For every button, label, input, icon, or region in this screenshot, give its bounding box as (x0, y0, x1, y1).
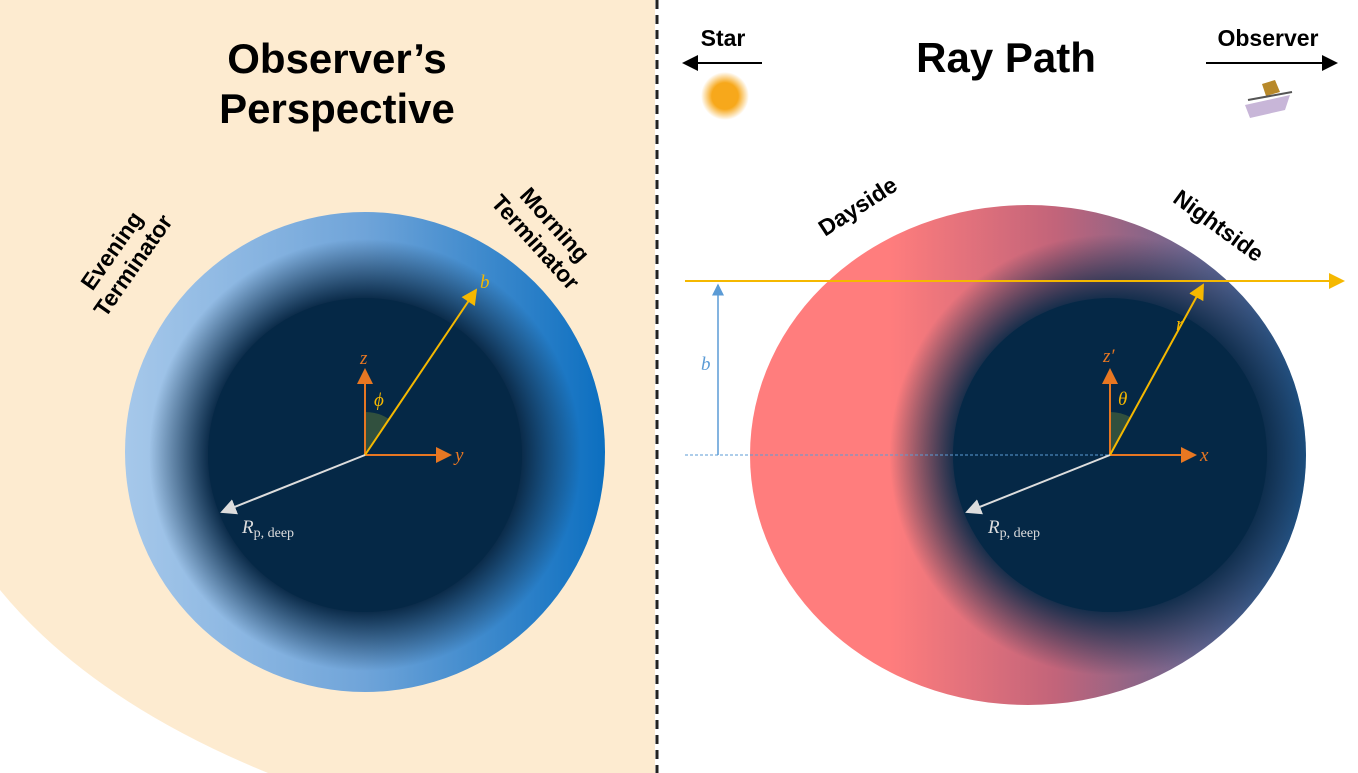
star-icon (701, 72, 749, 120)
diagram: Observer’s Perspective Evening Terminato… (0, 0, 1358, 773)
subscript: p, deep (254, 526, 294, 541)
symbol: R (241, 517, 254, 538)
math-label: x (1199, 445, 1209, 466)
math-label: z′ (1102, 346, 1115, 367)
math-label: r (1176, 314, 1184, 335)
symbol: R (987, 517, 1000, 538)
panel-title: Ray Path (916, 34, 1096, 81)
math-label: ϕ (374, 390, 384, 411)
observer-label: Observer (1217, 25, 1318, 51)
math-label: b (701, 354, 711, 375)
subscript: p, deep (1000, 526, 1040, 541)
math-label: y (453, 445, 464, 466)
side-label: Dayside (814, 171, 902, 241)
star-label: Star (701, 25, 746, 51)
telescope-icon (1245, 80, 1292, 118)
panel-title: Perspective (219, 85, 455, 132)
panel-title: Observer’s (227, 35, 446, 82)
math-label: b (480, 272, 490, 293)
math-label: z (359, 348, 368, 369)
math-label: θ (1118, 389, 1127, 410)
